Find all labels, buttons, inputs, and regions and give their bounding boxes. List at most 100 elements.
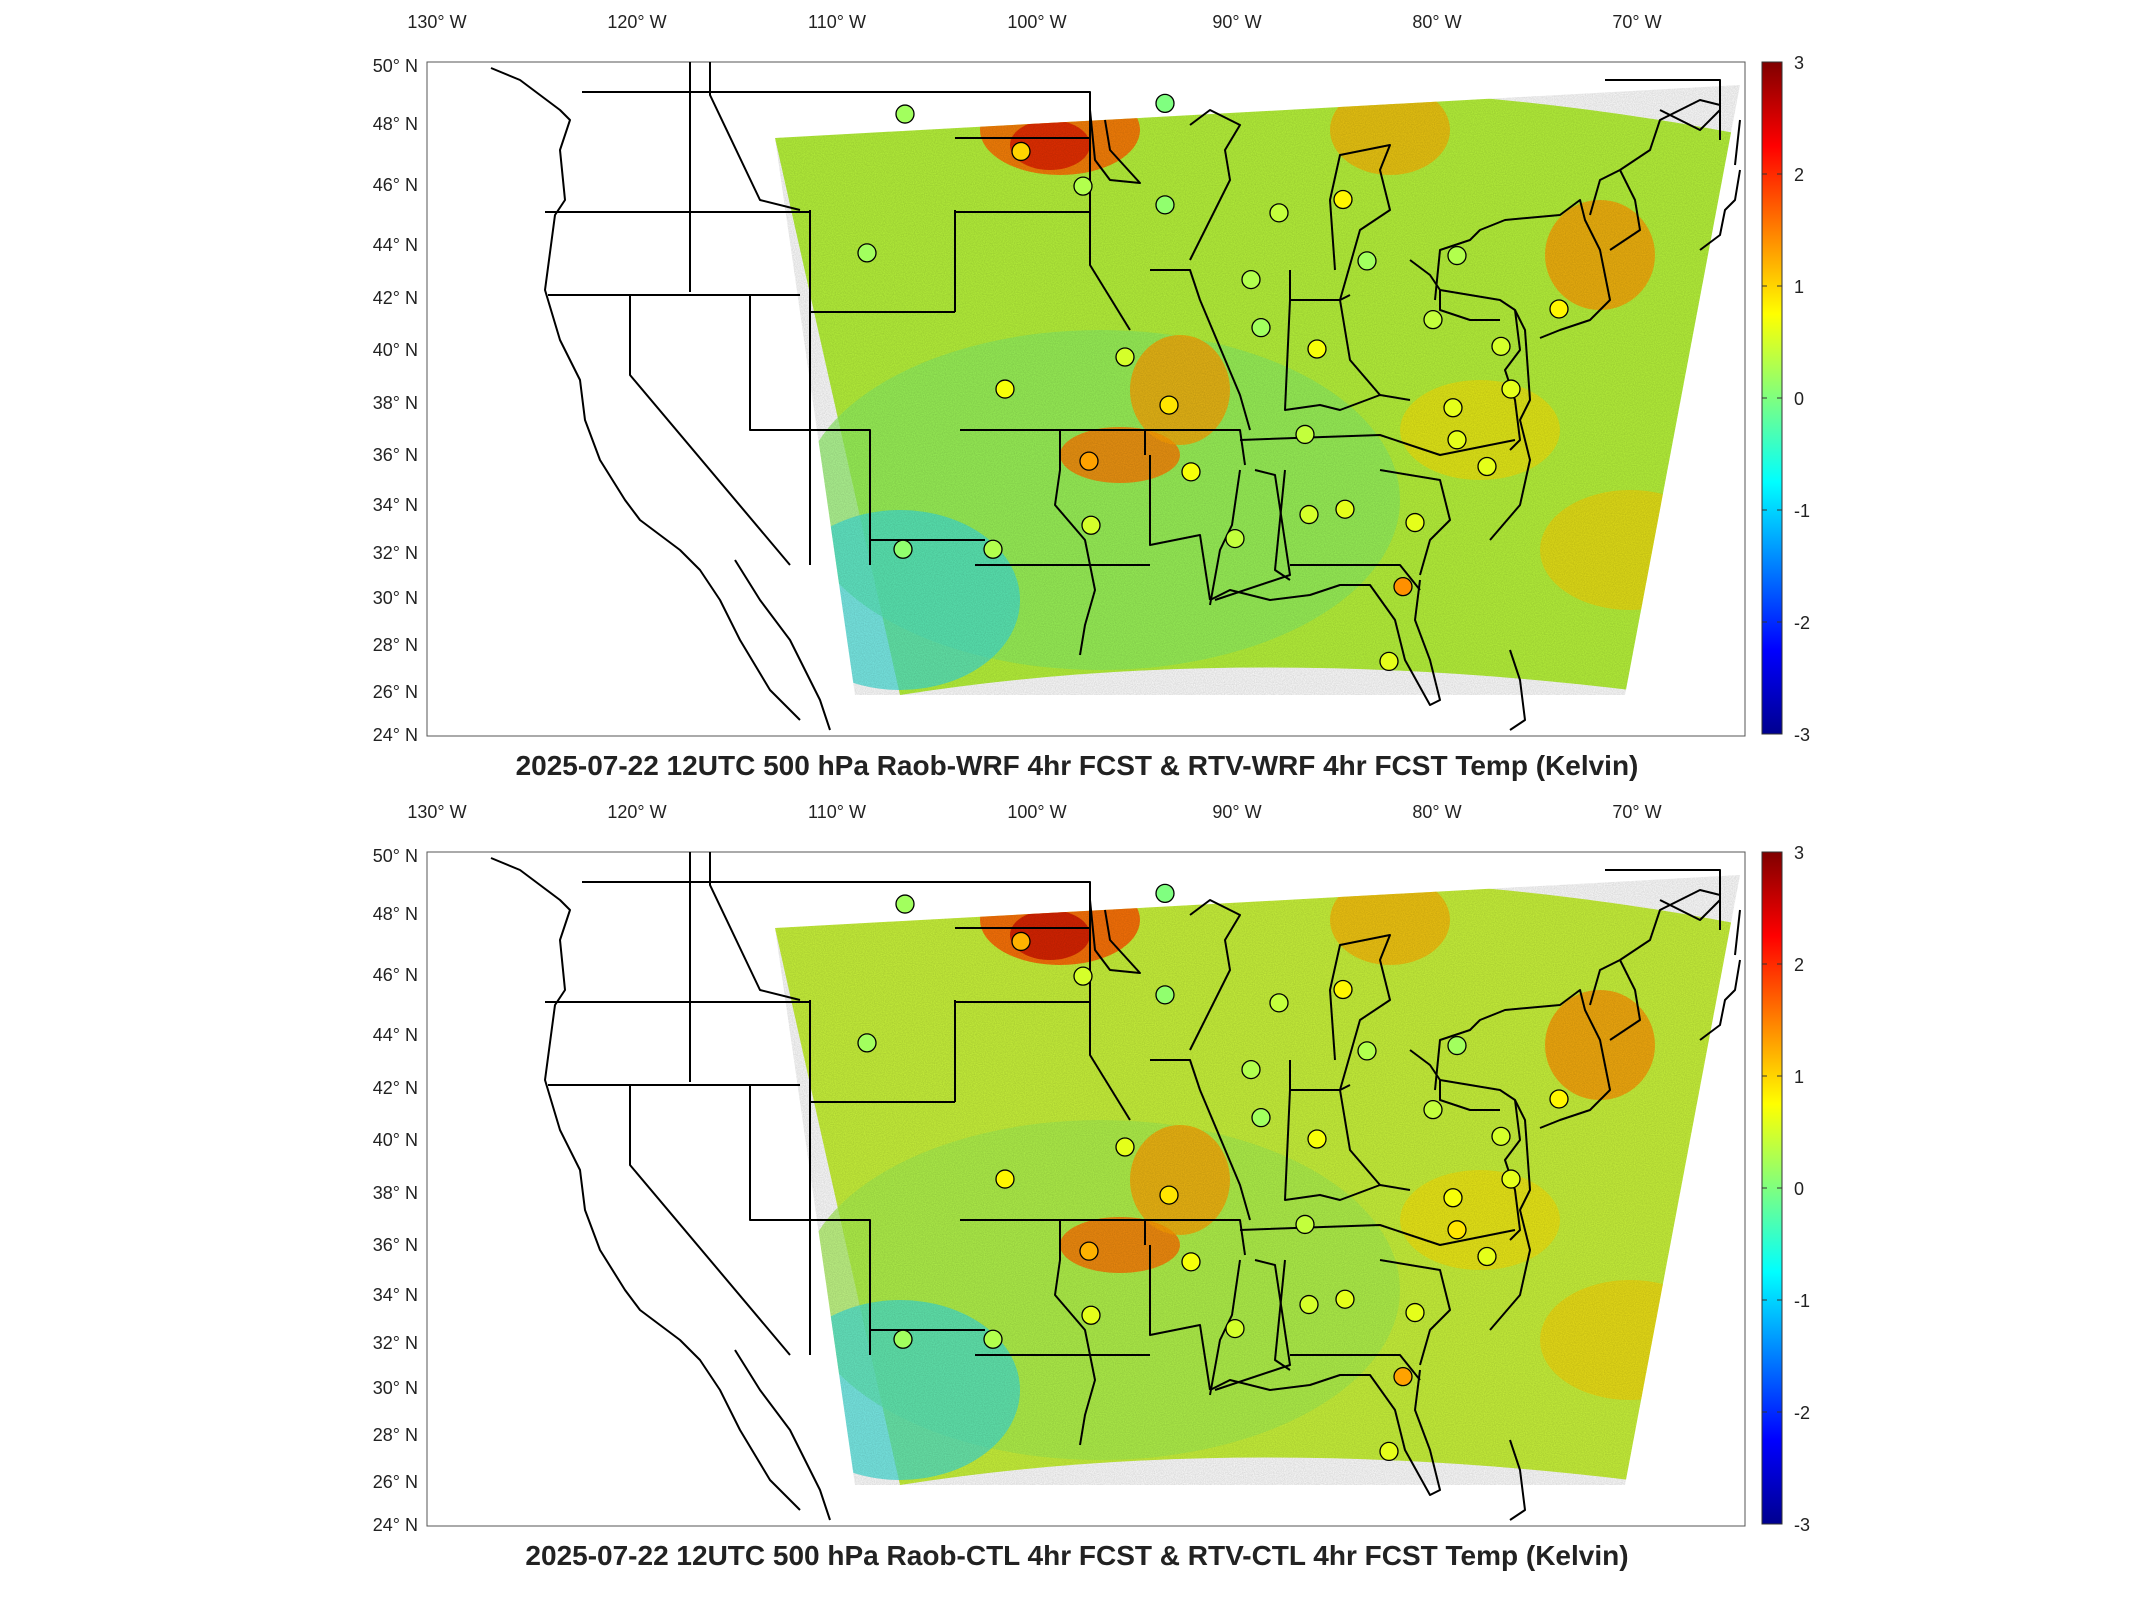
latitude-label: 44° N [373, 1025, 418, 1045]
latitude-label: 38° N [373, 393, 418, 413]
longitude-labels-bottom: 130° W 120° W 110° W 100° W 90° W 80° W 70° W [407, 802, 1661, 822]
raob-station-marker [1079, 451, 1099, 471]
latitude-label: 26° N [373, 1472, 418, 1492]
colorbar-ticks-bottom: 3 2 1 0 -1 -2 -3 [1762, 843, 1810, 1535]
latitude-label: 50° N [373, 846, 418, 866]
latitude-label: 48° N [373, 114, 418, 134]
latitude-label: 36° N [373, 445, 418, 465]
raob-station-marker [1423, 1099, 1443, 1120]
raob-station-marker [895, 104, 915, 124]
raob-station-marker [1443, 398, 1463, 418]
colorbar-ticks-top: 3 2 1 0 -1 -2 -3 [1762, 53, 1810, 745]
raob-station-marker [1081, 515, 1101, 535]
longitude-label: 110° W [808, 12, 866, 32]
raob-station-marker [1081, 1305, 1101, 1325]
temperature-difference-field [775, 875, 1740, 1485]
raob-station-marker [1393, 1367, 1413, 1387]
latitude-label: 30° N [373, 1378, 418, 1398]
raob-station-marker [1155, 985, 1175, 1005]
latitude-label: 44° N [373, 235, 418, 255]
colorbar-tick-label: 2 [1794, 955, 1804, 975]
longitude-label: 120° W [607, 802, 666, 822]
raob-station-marker [1549, 299, 1569, 319]
raob-station-marker [1155, 195, 1175, 215]
latitude-label: 36° N [373, 1235, 418, 1255]
colorbar-tick-label: -2 [1794, 1403, 1810, 1423]
longitude-label: 90° W [1212, 12, 1261, 32]
raob-station-marker [1447, 245, 1467, 266]
raob-station-marker [1549, 1089, 1569, 1109]
latitude-label: 40° N [373, 1130, 418, 1150]
raob-station-marker [1443, 1188, 1463, 1208]
raob-station-marker [1251, 1108, 1271, 1128]
longitude-labels-top: 130° W 120° W 110° W 100° W 90° W 80° W 70° W [407, 12, 1661, 32]
raob-station-marker [1307, 1129, 1327, 1149]
latitude-label: 32° N [373, 1333, 418, 1353]
bottom-panel-title: 2025-07-22 12UTC 500 hPa Raob-CTL 4hr FC… [525, 1540, 1628, 1571]
map-figure-top: 3 2 1 0 -1 -2 -3 130° W 120° W 110° W 100° W 90° W… [373, 12, 1810, 781]
colorbar-tick-label: 1 [1794, 1067, 1804, 1087]
latitude-label: 28° N [373, 1425, 418, 1445]
temperature-difference-field [775, 85, 1740, 695]
raob-station-marker [1241, 1059, 1261, 1080]
latitude-label: 30° N [373, 588, 418, 608]
raob-station-marker [1073, 176, 1093, 196]
latitude-label: 46° N [373, 965, 418, 985]
raob-station-marker [1477, 456, 1497, 477]
raob-station-marker [983, 539, 1003, 559]
raob-station-marker [1155, 93, 1175, 114]
raob-station-marker [1423, 309, 1443, 330]
latitude-label: 40° N [373, 340, 418, 360]
colorbar-tick-label: 0 [1794, 389, 1804, 409]
latitude-label: 48° N [373, 904, 418, 924]
raob-station-marker [1115, 1137, 1135, 1157]
raob-station-marker [1155, 883, 1175, 904]
latitude-label: 32° N [373, 543, 418, 563]
latitude-label: 34° N [373, 495, 418, 515]
latitude-label: 42° N [373, 288, 418, 308]
raob-station-marker [1299, 504, 1319, 525]
colorbar-tick-label: 3 [1794, 53, 1804, 73]
latitude-label: 46° N [373, 175, 418, 195]
raob-station-marker [1159, 395, 1179, 415]
longitude-label: 120° W [607, 12, 666, 32]
raob-station-marker [1501, 1169, 1521, 1189]
latitude-label: 24° N [373, 725, 418, 745]
raob-station-marker [895, 894, 915, 914]
colorbar-tick-label: -3 [1794, 1515, 1810, 1535]
raob-station-marker [1335, 499, 1355, 519]
latitude-labels-top: 50° N 48° N 46° N 44° N 42° N 40° N 38° N 36° N… [373, 56, 418, 745]
raob-station-marker [1491, 1126, 1511, 1147]
raob-station-marker [1335, 1289, 1355, 1309]
raob-station-marker [1269, 203, 1289, 223]
raob-station-marker [1011, 931, 1031, 952]
raob-station-marker [1393, 577, 1413, 597]
colorbar-tick-label: -2 [1794, 613, 1810, 633]
colorbar-tick-label: 2 [1794, 165, 1804, 185]
raob-station-marker [1225, 528, 1245, 549]
raob-station-marker [1115, 347, 1135, 367]
colorbar-tick-label: -1 [1794, 1291, 1810, 1311]
raob-station-marker [1357, 251, 1377, 271]
raob-station-marker [1405, 512, 1425, 533]
longitude-label: 130° W [407, 12, 466, 32]
raob-station-marker [1357, 1041, 1377, 1061]
longitude-label: 130° W [407, 802, 466, 822]
latitude-label: 50° N [373, 56, 418, 76]
coastline-and-state-borders [490, 852, 1741, 1521]
latitude-label: 24° N [373, 1515, 418, 1535]
raob-station-marker [1299, 1294, 1319, 1315]
latitude-label: 26° N [373, 682, 418, 702]
raob-station-marker [1295, 1214, 1315, 1235]
latitude-labels-bottom: 50° N 48° N 46° N 44° N 42° N 40° N 38° N 36° N… [373, 846, 418, 1535]
colorbar-tick-label: -1 [1794, 501, 1810, 521]
bottom-map-panel: 3 2 1 0 -1 -2 -3 130° W 120° W 110° W 100° W 90° W… [0, 790, 2133, 1590]
raob-station-marker [995, 1169, 1015, 1189]
longitude-label: 70° W [1612, 802, 1661, 822]
raob-stations-top [857, 93, 1569, 672]
colorbar-tick-label: 1 [1794, 277, 1804, 297]
raob-station-marker [1251, 318, 1271, 338]
top-panel-title: 2025-07-22 12UTC 500 hPa Raob-WRF 4hr FC… [516, 750, 1639, 781]
raob-station-marker [1447, 1035, 1467, 1056]
raob-station-marker [857, 1033, 877, 1053]
